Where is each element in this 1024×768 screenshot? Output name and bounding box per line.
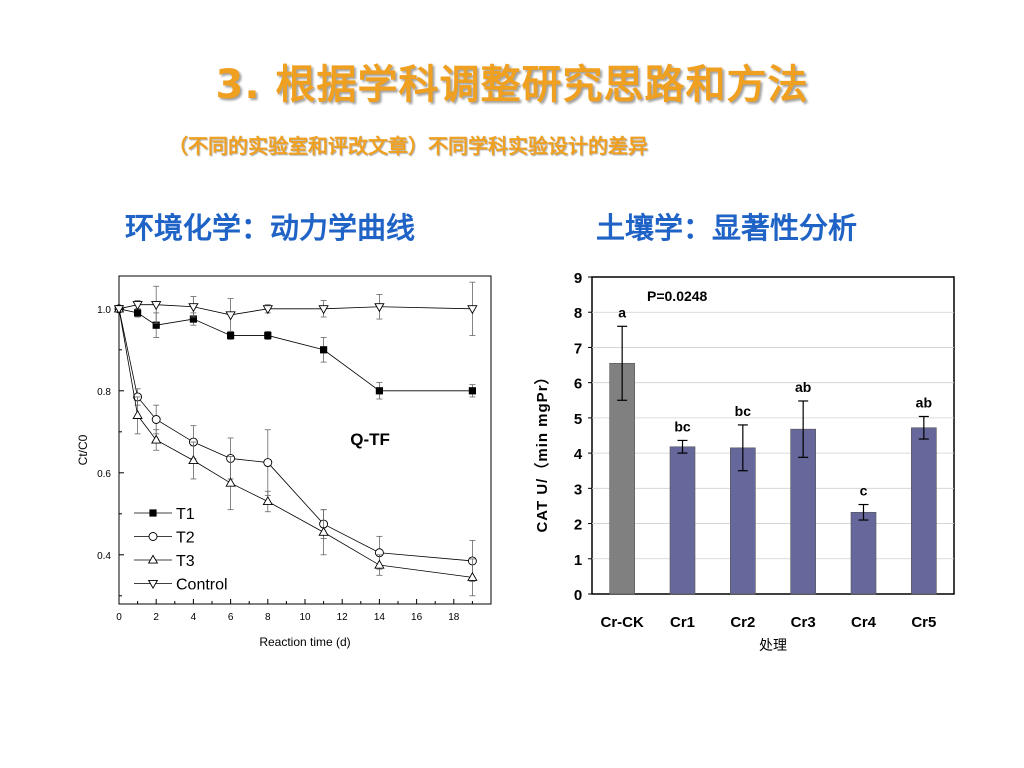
y-tick-label: 2 (574, 517, 582, 534)
series-control (113, 281, 478, 336)
significance-label: c (860, 483, 868, 499)
series-line (118, 308, 473, 578)
legend: T1 T2 T3 Control (134, 506, 228, 594)
x-tick-label: 12 (337, 612, 349, 623)
data-point (132, 409, 143, 419)
x-axis-label: 处理 (759, 637, 787, 653)
y-tick-label: 0.6 (97, 469, 111, 480)
cat-bar-chart: 0 1 2 3 4 5 6 7 8 9 a Cr-CK bc Cr1 bc Cr2 ab Cr3 c Cr4 ab Cr5… (533, 270, 955, 653)
y-tick-label: 1 (574, 552, 582, 569)
data-point (113, 305, 125, 315)
y-tick-label: 0.4 (97, 551, 111, 562)
data-point (152, 321, 160, 329)
x-tick-label: 4 (191, 612, 197, 623)
data-point (151, 434, 162, 444)
series-t3 (113, 303, 478, 597)
legend-label: T1 (176, 506, 195, 523)
legend-marker (148, 532, 158, 541)
y-tick-label: 0.8 (97, 387, 111, 398)
y-tick-label: 6 (574, 376, 582, 393)
left-chart-heading: 环境化学：动力学曲线 (125, 211, 416, 245)
series-line (118, 308, 473, 392)
data-point (132, 301, 143, 311)
bar-cr5 (911, 427, 937, 595)
plot-frame (591, 276, 955, 595)
data-point (262, 305, 273, 315)
y-axis-label: CAT U/（min mgPr） (533, 368, 551, 532)
data-point (467, 571, 478, 581)
kinetics-line-chart: 0 2 4 6 8 10 12 14 16 18 0.4 0.6 0.8 1.0 Reaction time… (76, 275, 492, 649)
x-tick-label: 6 (228, 612, 234, 623)
legend-marker (147, 554, 159, 564)
data-point (264, 331, 272, 340)
series-t2 (114, 304, 477, 582)
x-tick-label: 14 (374, 612, 386, 623)
y-tick-label: 0 (574, 587, 582, 604)
x-tick-label: 0 (116, 612, 122, 623)
legend-marker (149, 509, 157, 517)
x-tick-label: 16 (411, 612, 423, 623)
data-point (188, 303, 199, 313)
data-point (262, 495, 273, 506)
data-point (318, 305, 329, 315)
bar-cr4 (850, 511, 877, 595)
x-tick-label: 8 (265, 612, 271, 623)
annotation-p-value: P=0.0248 (647, 288, 708, 304)
data-point (263, 458, 273, 468)
data-point (225, 477, 236, 487)
data-point (189, 315, 197, 323)
bar-cr1 (669, 446, 696, 595)
x-tick-label: Cr3 (791, 614, 816, 631)
slide-title: 3. 根据学科调整研究思路和方法 (215, 62, 809, 108)
y-tick-label: 1.0 (97, 305, 111, 316)
data-point (374, 559, 385, 569)
data-point (375, 387, 383, 395)
y-tick-label: 3 (574, 481, 582, 498)
legend-marker (147, 579, 159, 590)
x-tick-label: 18 (448, 612, 460, 623)
annotation-qtf: Q-TF (350, 430, 390, 449)
significance-label: a (618, 304, 626, 320)
x-tick-label: 2 (153, 612, 159, 623)
data-point (467, 305, 478, 315)
x-tick-label: Cr-CK (600, 614, 643, 631)
x-tick-label: 10 (299, 612, 311, 623)
bar-cr2 (730, 447, 756, 595)
significance-label: bc (735, 403, 752, 419)
x-tick-label: Cr2 (730, 614, 755, 631)
legend-label: T2 (176, 530, 195, 547)
significance-label: ab (795, 379, 811, 395)
legend-label: T3 (176, 553, 195, 570)
legend-label: Control (176, 577, 228, 594)
y-tick-label: 7 (574, 340, 582, 357)
series-line (118, 304, 473, 316)
plot-frame (118, 275, 492, 605)
series-t1 (115, 305, 476, 400)
data-point (134, 309, 142, 317)
right-chart-heading: 土壤学：显著性分析 (596, 211, 858, 245)
data-point (374, 303, 385, 313)
x-tick-label: Cr4 (851, 614, 877, 631)
x-tick-label: Cr5 (911, 614, 936, 631)
x-tick-label: Cr1 (670, 614, 695, 631)
slide-subtitle: （不同的实验室和评改文章）不同学科实验设计的差异 (168, 134, 648, 158)
y-tick-label: 9 (574, 270, 582, 287)
data-point (468, 387, 476, 395)
data-point (227, 331, 235, 340)
data-point (225, 311, 236, 321)
significance-label: bc (674, 418, 691, 434)
significance-label: ab (916, 394, 932, 410)
y-tick-label: 8 (574, 305, 582, 322)
data-point (151, 301, 162, 311)
y-axis-label: Ct/C0 (76, 434, 90, 465)
series-line (118, 308, 473, 562)
data-point (318, 526, 329, 536)
y-tick-label: 5 (574, 411, 582, 428)
x-axis-label: Reaction time (d) (259, 635, 350, 649)
y-tick-label: 4 (574, 446, 583, 463)
data-point (151, 415, 161, 424)
data-point (188, 454, 199, 465)
data-point (320, 346, 328, 354)
